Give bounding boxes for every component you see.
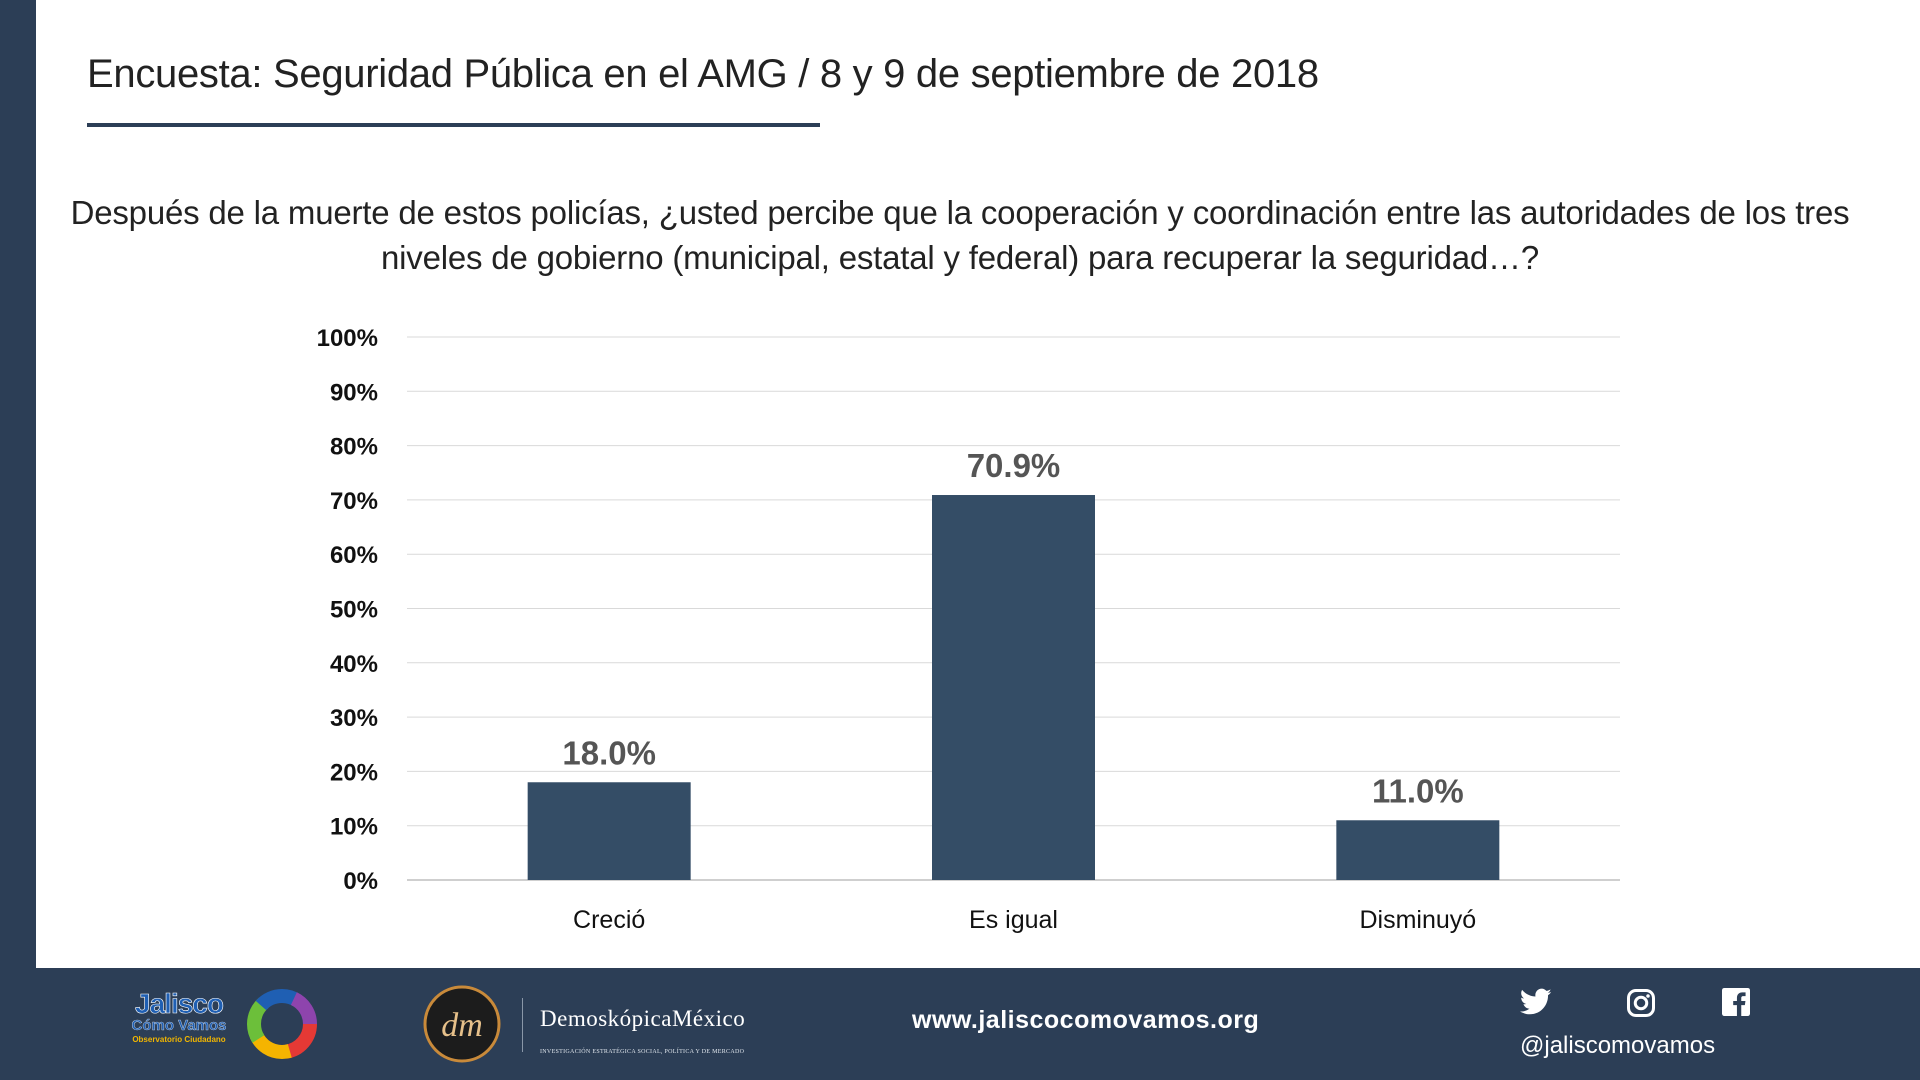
bar-1 bbox=[932, 495, 1095, 880]
y-tick-label: 10% bbox=[330, 814, 378, 841]
facebook-icon[interactable] bbox=[1722, 988, 1750, 1016]
chart-bars bbox=[527, 495, 1500, 880]
data-label: 18.0% bbox=[562, 734, 656, 771]
survey-question: Después de la muerte de estos policías, … bbox=[70, 194, 1850, 276]
y-tick-label: 30% bbox=[330, 705, 378, 732]
jcv-logo-line1: Jalisco bbox=[135, 988, 225, 1019]
x-axis-category-labels: Creció Es igual Disminuyó bbox=[573, 906, 1476, 934]
y-tick-label: 90% bbox=[330, 379, 378, 406]
instagram-icon[interactable] bbox=[1626, 988, 1656, 1018]
footer-bar: Jalisco Cómo Vamos Observatorio Ciudadan… bbox=[0, 968, 1920, 1080]
social-links: @jaliscomovamos bbox=[1510, 988, 1760, 1068]
x-category-label: Creció bbox=[573, 906, 645, 934]
dm-logo-tagline: INVESTIGACIÓN ESTRATÉGICA SOCIAL, POLÍTI… bbox=[540, 1049, 745, 1055]
y-tick-label: 20% bbox=[330, 759, 378, 786]
y-tick-label: 70% bbox=[330, 488, 378, 515]
y-tick-label: 100% bbox=[317, 325, 378, 352]
jcv-logo-line2: Cómo Vamos bbox=[131, 1017, 227, 1034]
jcv-logo-line3: Observatorio Ciudadano bbox=[132, 1035, 226, 1044]
chart-data-labels: 18.0% 70.9% 11.0% bbox=[562, 447, 1463, 809]
dm-logo-name: DemoskópicaMéxico bbox=[540, 1006, 746, 1031]
x-category-label: Es igual bbox=[969, 906, 1058, 934]
page-title: Encuesta: Seguridad Pública en el AMG / … bbox=[87, 52, 1319, 96]
x-category-label: Disminuyó bbox=[1359, 906, 1476, 934]
y-tick-label: 60% bbox=[330, 542, 378, 569]
website-link[interactable]: www.jaliscocomovamos.org bbox=[912, 1006, 1260, 1034]
jcv-ring-icon bbox=[247, 989, 317, 1059]
y-axis-tick-labels: 0% 10% 20% 30% 40% 50% 60% 70% 80% 90% 100% bbox=[317, 325, 378, 895]
dm-monogram-icon: dm bbox=[423, 985, 501, 1063]
jalisco-como-vamos-logo[interactable]: Jalisco Cómo Vamos Observatorio Ciudadan… bbox=[124, 984, 324, 1064]
y-tick-label: 40% bbox=[330, 651, 378, 678]
bar-0 bbox=[527, 782, 691, 880]
data-label: 70.9% bbox=[967, 447, 1061, 484]
y-tick-label: 0% bbox=[343, 868, 378, 895]
bar-2 bbox=[1336, 820, 1500, 880]
y-tick-label: 50% bbox=[330, 597, 378, 624]
y-tick-label: 80% bbox=[330, 434, 378, 461]
data-label: 11.0% bbox=[1372, 772, 1464, 809]
left-accent-strip bbox=[0, 0, 36, 968]
demoskopica-mexico-logo[interactable]: dm DemoskópicaMéxico INVESTIGACIÓN ESTRA… bbox=[422, 984, 782, 1064]
dm-logo-divider bbox=[522, 998, 523, 1052]
title-underline bbox=[87, 123, 820, 127]
bar-chart: 0% 10% 20% 30% 40% 50% 60% 70% 80% 90% 100% 18.0% 7… bbox=[317, 325, 1620, 934]
dm-monogram-text: dm bbox=[441, 1007, 483, 1044]
twitter-icon[interactable] bbox=[1520, 988, 1552, 1016]
social-handle[interactable]: @jaliscomovamos bbox=[1520, 1032, 1716, 1059]
